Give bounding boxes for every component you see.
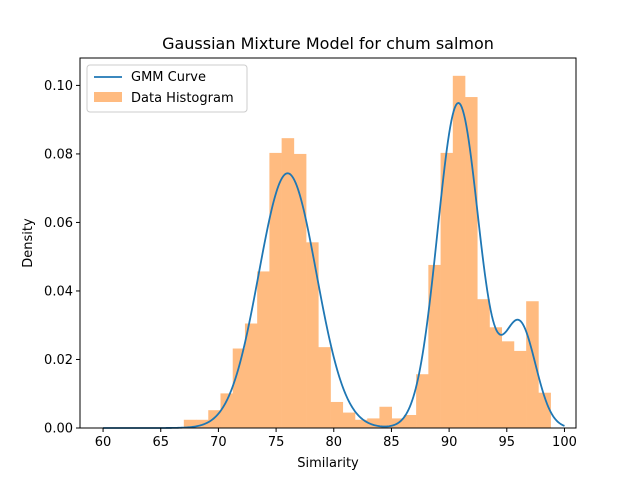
histogram-bar — [501, 341, 515, 428]
histogram-bar — [281, 138, 295, 428]
histogram-bar — [538, 392, 551, 428]
x-tick-label: 60 — [95, 435, 112, 450]
histogram-bar — [477, 299, 490, 428]
histogram-bar — [342, 412, 356, 428]
histogram-bar — [367, 418, 380, 428]
histogram-bar — [354, 419, 368, 428]
y-axis: 0.00 0.02 0.04 0.06 0.08 0.10 — [44, 79, 80, 437]
histogram-bar — [403, 414, 417, 428]
histogram-bar — [330, 401, 344, 428]
x-tick-label: 80 — [325, 435, 342, 450]
histogram-bar — [183, 419, 197, 428]
histogram-bar — [465, 97, 478, 429]
legend-patch-swatch — [94, 92, 122, 102]
legend-label-histogram: Data Histogram — [131, 91, 234, 106]
y-axis-label: Density — [21, 218, 36, 268]
x-tick-label: 90 — [441, 435, 458, 450]
legend-box — [86, 64, 248, 113]
x-axis-label: Similarity — [297, 456, 359, 471]
histogram-bar — [244, 323, 258, 428]
histogram-bar — [306, 242, 319, 428]
x-tick-label: 70 — [210, 435, 227, 450]
x-tick-label: 95 — [499, 435, 516, 450]
y-tick-label: 0.02 — [44, 353, 73, 368]
x-tick-label: 100 — [552, 435, 577, 450]
plot-frame — [79, 57, 577, 429]
x-tick-label: 65 — [152, 435, 169, 450]
chart-title: Gaussian Mixture Model for chum salmon — [162, 34, 494, 53]
x-tick-label: 85 — [383, 435, 400, 450]
histogram-bar — [232, 348, 246, 428]
y-tick-label: 0.06 — [44, 216, 73, 231]
histogram-bar — [440, 152, 454, 429]
histogram-bars — [183, 75, 551, 429]
histogram-bar — [489, 327, 503, 428]
histogram-bar — [428, 264, 441, 428]
histogram-bar — [416, 374, 429, 428]
histogram-bar — [220, 393, 234, 428]
y-tick-label: 0.08 — [44, 147, 73, 162]
x-tick-label: 75 — [268, 435, 285, 450]
histogram-bar — [513, 350, 527, 428]
histogram-bar — [318, 347, 331, 428]
y-tick-label: 0.04 — [44, 284, 73, 299]
y-tick-label: 0.10 — [44, 79, 73, 94]
histogram-bar — [269, 152, 282, 429]
legend: GMM Curve Data Histogram — [86, 64, 248, 113]
histogram-bar — [452, 75, 466, 428]
histogram-bar — [257, 271, 270, 428]
x-axis: 60 65 70 75 80 85 90 95 100 — [95, 428, 577, 450]
histogram-bar — [379, 406, 392, 428]
y-tick-label: 0.00 — [44, 422, 73, 437]
histogram-bar — [526, 301, 539, 428]
histogram-bar — [293, 153, 307, 429]
legend-label-gmm: GMM Curve — [131, 70, 206, 85]
